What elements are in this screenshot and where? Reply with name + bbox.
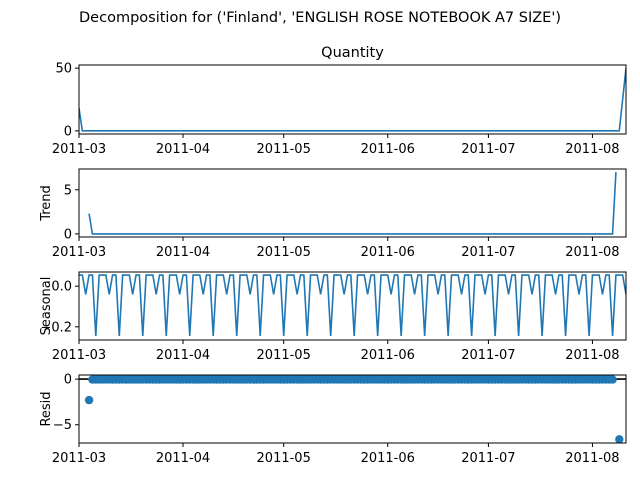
panel-3-xtick-label: 2011-06	[361, 348, 415, 363]
panel-3-frame	[78, 271, 627, 341]
panel-4-resid-point	[608, 375, 617, 384]
panel-1-series-line	[79, 68, 626, 132]
panel-3-xtick-label: 2011-07	[461, 348, 515, 363]
panel-4-resid-outlier	[615, 435, 624, 444]
panel-4-xtick-label: 2011-07	[461, 451, 515, 466]
panel-4-xtick-label: 2011-03	[52, 451, 106, 466]
panel-4-ytick-label: −5	[53, 418, 72, 433]
panel-1-ytick-label: 0	[64, 124, 72, 139]
panel-1-xtick-label: 2011-07	[461, 142, 515, 157]
panel-2-xtick-label: 2011-07	[461, 245, 515, 260]
panel-4-xtick-label: 2011-06	[361, 451, 415, 466]
panel-4-xtick-label: 2011-08	[565, 451, 619, 466]
panel-1-xtick-label: 2011-03	[52, 142, 106, 157]
panel-3-ytick-label: −0.2	[40, 320, 72, 335]
panel-2-series-line	[88, 172, 617, 235]
panel-1-frame	[78, 64, 627, 135]
panel-1-xtick-label: 2011-04	[156, 142, 210, 157]
panel-3-xtick-label: 2011-08	[565, 348, 619, 363]
panel-1-ytick-label: 50	[55, 62, 72, 77]
panel-2-ytick-label: 0	[64, 227, 72, 242]
panel-4-ylabel: Resid	[39, 391, 54, 426]
panel-1-xtick-label: 2011-05	[257, 142, 311, 157]
panel-4-resid-outlier	[84, 395, 94, 405]
panel-3-xtick-label: 2011-05	[257, 348, 311, 363]
panel-2-xtick-label: 2011-03	[52, 245, 106, 260]
panel-4-ytick-label: 0	[64, 373, 72, 388]
panel-3-ylabel: Seasonal	[39, 277, 54, 336]
panel-1-xtick-label: 2011-08	[565, 142, 619, 157]
panel-2-ylabel: Trend	[39, 185, 54, 222]
panel-3-ytick-label: 0.0	[51, 280, 72, 295]
panel-2-xtick-label: 2011-06	[361, 245, 415, 260]
panel-3-seasonal-line	[79, 274, 626, 336]
panel-2-xtick-label: 2011-05	[257, 245, 311, 260]
panel-1-xtick-label: 2011-06	[361, 142, 415, 157]
panel-4-xtick-label: 2011-04	[156, 451, 210, 466]
panel-3-xtick-label: 2011-03	[52, 348, 106, 363]
panel-2-xtick-label: 2011-08	[565, 245, 619, 260]
panel-2-xtick-label: 2011-04	[156, 245, 210, 260]
panel-2-ytick-label: 5	[64, 183, 72, 198]
figure-suptitle: Decomposition for ('Finland', 'ENGLISH R…	[79, 10, 561, 26]
panel-2-frame	[78, 168, 627, 238]
panel-3-xtick-label: 2011-04	[156, 348, 210, 363]
panel-4-frame	[78, 374, 627, 444]
panel-1-title: Quantity	[321, 45, 384, 61]
panel-4-xtick-label: 2011-05	[257, 451, 311, 466]
